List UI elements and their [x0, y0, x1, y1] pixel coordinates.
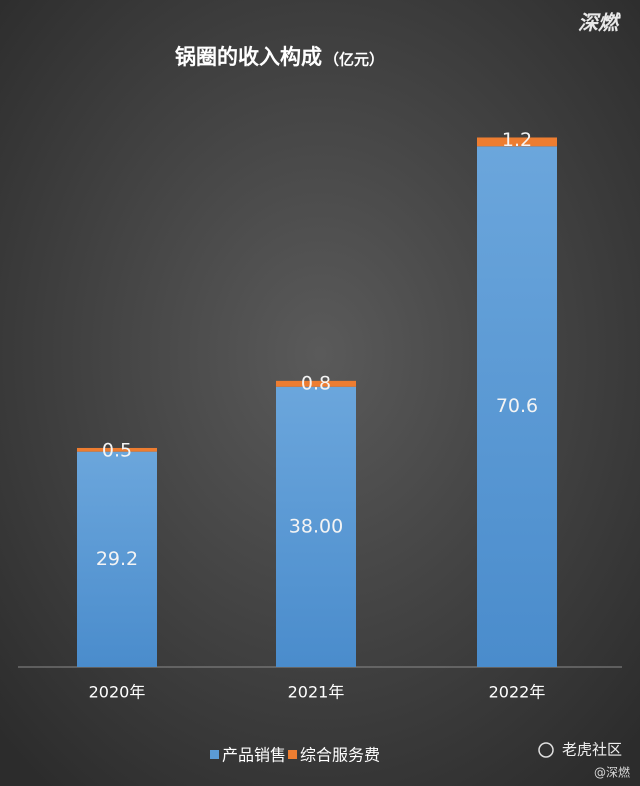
- legend-label: 综合服务费: [300, 746, 380, 765]
- bar-segment: [477, 137, 557, 147]
- bar-segment: [77, 447, 157, 452]
- logo: 深燃: [578, 11, 621, 35]
- bar-segment: [77, 451, 157, 667]
- watermark-icon: [538, 742, 554, 758]
- data-label: 1.2: [502, 129, 532, 151]
- data-label: 38.00: [289, 515, 343, 537]
- bar-segment: [276, 380, 356, 387]
- data-label: 0.8: [301, 372, 331, 394]
- data-label: 29.2: [96, 548, 138, 570]
- data-label: 70.6: [496, 395, 538, 417]
- chart-title: 锅圈的收入构成: [175, 45, 322, 69]
- x-tick-label: 2020年: [89, 683, 146, 702]
- bar-segment: [276, 386, 356, 667]
- bar-segment: [477, 146, 557, 667]
- legend-label: 产品销售: [222, 746, 286, 765]
- x-tick-label: 2022年: [489, 683, 546, 702]
- title-row: 锅圈的收入构成 （亿元）: [175, 45, 384, 69]
- x-tick-label: 2021年: [288, 683, 345, 702]
- data-label: 0.5: [102, 439, 132, 461]
- watermark: 老虎社区: [562, 741, 622, 759]
- credit: @深燃: [594, 765, 630, 780]
- legend-swatch: [288, 750, 298, 759]
- legend-swatch: [210, 750, 219, 759]
- chart-subtitle: （亿元）: [324, 51, 384, 69]
